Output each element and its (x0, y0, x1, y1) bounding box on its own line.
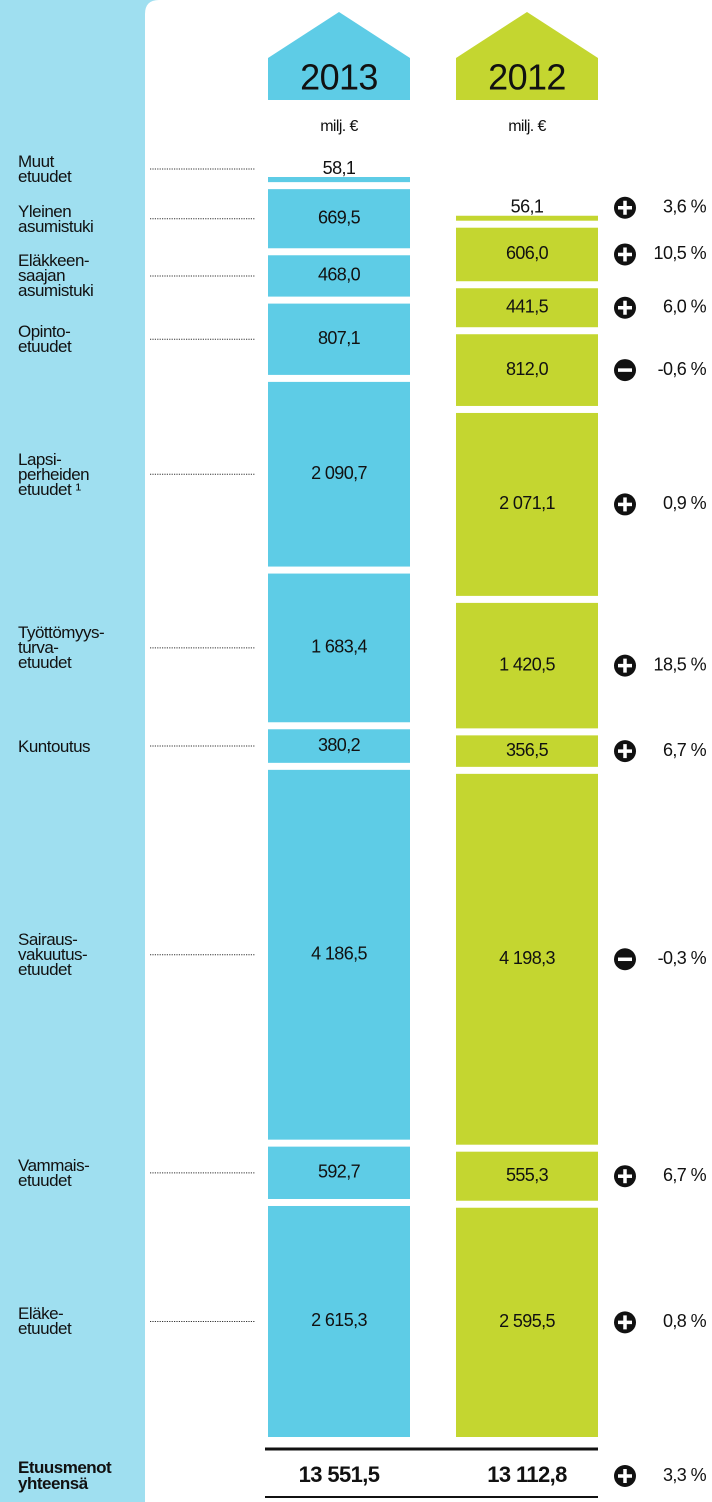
change-icon-bar (623, 300, 627, 315)
category-label: Eläkkeen- saajan asumistuki (18, 251, 94, 301)
total-value: 13 112,8 (487, 1462, 567, 1487)
unit-label: milj. € (508, 118, 546, 135)
category-label: Eläke- etuudet (18, 1304, 72, 1339)
change-label: 10,5 % (654, 243, 707, 263)
bar-segment (456, 602, 598, 729)
bar-segment (456, 227, 598, 282)
bar-segment (268, 255, 410, 297)
change-label: -0,6 % (658, 359, 707, 379)
value-label: 1 683,4 (311, 637, 367, 657)
category-label: Kuntoutus (18, 736, 91, 756)
total-label: Etuusmenot yhteensä (18, 1458, 112, 1493)
change-icon-bar (623, 200, 627, 215)
change-label: 6,7 % (663, 1165, 707, 1185)
value-label: 356,5 (506, 740, 549, 760)
change-label: 3,3 % (663, 1465, 707, 1485)
bar-segment (456, 288, 598, 328)
bar-segment (268, 189, 410, 249)
value-label: 441,5 (506, 296, 549, 316)
header-arrow (268, 12, 410, 100)
value-label: 606,0 (506, 243, 549, 263)
value-label: 555,3 (506, 1165, 549, 1185)
bar-segment (456, 334, 598, 406)
category-label: Sairaus- vakuutus- etuudet (18, 930, 88, 980)
value-label: 380,2 (318, 735, 361, 755)
value-label: 4 186,5 (311, 943, 367, 963)
change-icon-bar (623, 658, 627, 673)
value-label: 812,0 (506, 359, 549, 379)
value-label: 2 615,3 (311, 1310, 367, 1330)
category-label: Työttömyys- turva- etuudet (18, 623, 105, 673)
category-label: Lapsi- perheiden etuudet ¹ (18, 449, 90, 499)
value-label: 1 420,5 (499, 654, 555, 674)
bar-segment (268, 573, 410, 723)
value-label: 807,1 (318, 328, 361, 348)
change-label: 0,9 % (663, 493, 707, 513)
change-label: 6,7 % (663, 740, 707, 760)
change-label: 0,8 % (663, 1311, 707, 1331)
value-label: 2 595,5 (499, 1311, 555, 1331)
bar-segment (268, 177, 410, 183)
category-label: Yleinen asumistuki (18, 201, 94, 236)
value-label: 592,7 (318, 1162, 361, 1182)
change-icon-bar (623, 1469, 627, 1483)
value-label: 2 090,7 (311, 463, 367, 483)
value-label: 468,0 (318, 265, 361, 285)
bar-segment (456, 1207, 598, 1437)
unit-label: milj. € (320, 118, 358, 135)
bar-segment (456, 215, 598, 221)
category-label: Vammais- etuudet (18, 1155, 90, 1190)
change-icon-bar (623, 497, 627, 512)
category-label: Opinto- etuudet (18, 322, 72, 357)
value-label: 58,1 (323, 158, 356, 178)
change-label: 18,5 % (654, 654, 707, 674)
bar-segment (456, 735, 598, 767)
change-icon-bar (618, 957, 632, 962)
bar-segment (268, 769, 410, 1140)
legend-label: 2013 (300, 57, 378, 98)
category-label: Muut etuudet (18, 152, 72, 186)
bar-segment (268, 1205, 410, 1437)
value-label: 2 071,1 (499, 493, 555, 513)
legend-label: 2012 (488, 57, 566, 98)
bar-segment (456, 773, 598, 1145)
value-label: 4 198,3 (499, 948, 555, 968)
header-arrow (456, 12, 598, 100)
change-label: 6,0 % (663, 296, 707, 316)
change-icon-bar (623, 247, 627, 262)
change-icon-bar (623, 744, 627, 759)
bar-segment (456, 412, 598, 596)
bar-segment (268, 1146, 410, 1199)
bar-segment (268, 303, 410, 375)
bar-segment (268, 729, 410, 763)
change-label: 3,6 % (663, 197, 707, 217)
total-value: 13 551,5 (299, 1462, 380, 1487)
change-label: -0,3 % (658, 948, 707, 968)
value-label: 56,1 (511, 197, 544, 217)
value-label: 669,5 (318, 207, 361, 227)
bar-segment (456, 1151, 598, 1201)
change-icon-bar (618, 368, 632, 372)
bar-segment (268, 381, 410, 567)
change-icon-bar (623, 1169, 627, 1184)
change-icon-bar (623, 1315, 627, 1330)
